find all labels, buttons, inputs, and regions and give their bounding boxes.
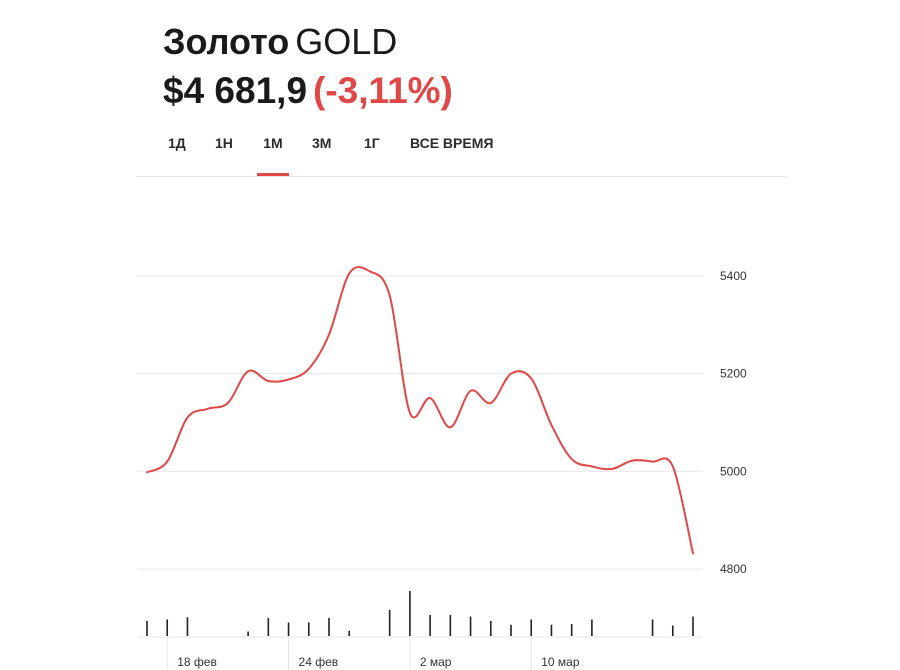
y-tick-label: 4800	[720, 562, 747, 576]
price-row: $4 681,9 (-3,11%)	[163, 69, 453, 113]
price-line	[146, 266, 694, 555]
tab-3m[interactable]: 3М	[312, 135, 332, 151]
price-change: (-3,11%)	[313, 70, 453, 111]
instrument-ticker: GOLD	[295, 21, 398, 62]
current-price: $4 681,9	[163, 70, 308, 111]
tab-1m[interactable]: 1М	[257, 128, 289, 176]
instrument-title: Золото GOLD	[163, 20, 397, 64]
x-tick-label: 24 фев	[299, 655, 339, 669]
y-tick-label: 5000	[720, 464, 747, 478]
instrument-name: Золото	[163, 21, 290, 62]
x-tick-label: 2 мар	[420, 655, 452, 669]
tab-1d[interactable]: 1Д	[168, 135, 186, 151]
tab-1y[interactable]: 1Г	[364, 135, 380, 151]
tab-all-time[interactable]: ВСЕ ВРЕМЯ	[410, 135, 494, 151]
period-tabs: 1Д 1Н 1М 3М 1Г ВСЕ ВРЕМЯ	[136, 128, 786, 177]
y-tick-label: 5200	[720, 367, 747, 381]
tab-1w[interactable]: 1Н	[215, 135, 233, 151]
x-tick-label: 18 фев	[177, 655, 217, 669]
y-tick-label: 5400	[720, 269, 747, 283]
x-tick-label: 10 мар	[541, 655, 580, 669]
